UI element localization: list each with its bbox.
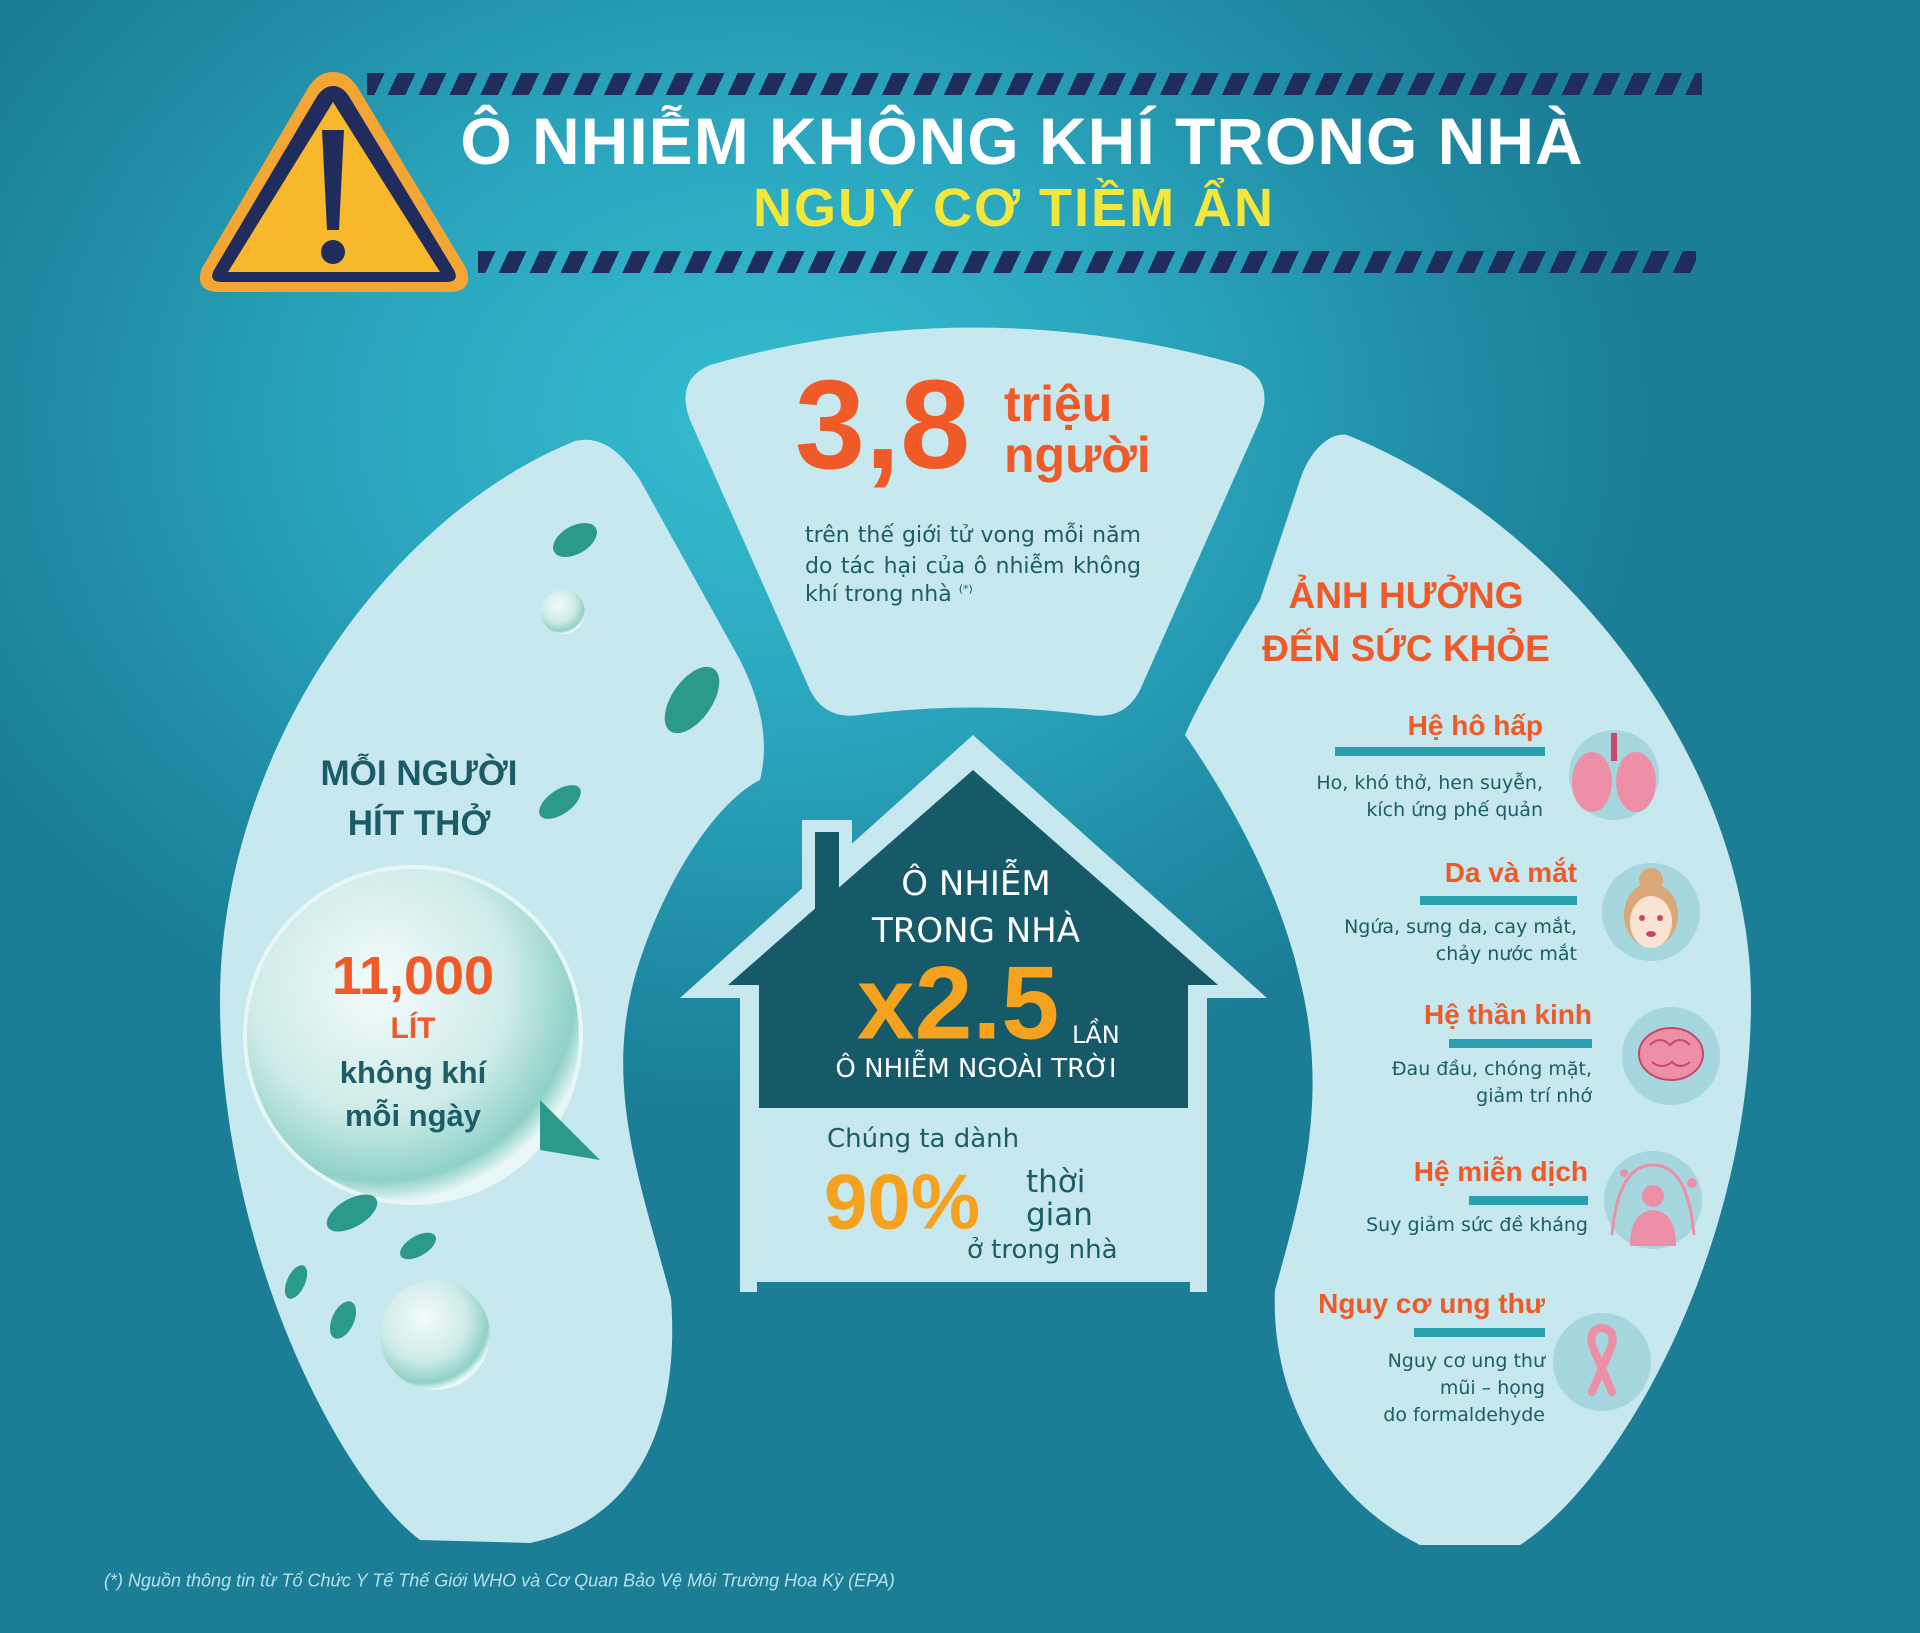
time-word1: thời	[1026, 1164, 1086, 1200]
divider-bar	[1449, 1039, 1592, 1048]
health-item-title: Hệ hô hấp	[1407, 710, 1543, 741]
footnote-mark: (*)	[958, 582, 973, 596]
description-line: mũi – họng	[1439, 1377, 1545, 1399]
breathing-amount: 11,000	[331, 946, 495, 1006]
divider-bar	[1420, 896, 1577, 905]
small-bubble	[541, 590, 585, 634]
health-item-title: Da và mắt	[1444, 857, 1577, 888]
warning-icon	[199, 72, 469, 292]
health-item-title: Hệ thần kinh	[1423, 999, 1592, 1030]
description-line: do tác hại của ô nhiễm không	[805, 554, 1141, 579]
health-item-title: Hệ miễn dịch	[1413, 1156, 1588, 1187]
house-line1: Ô NHIỄM	[901, 864, 1051, 904]
health-item-description: Nguy cơ ung thư mũi – họng do formaldehy…	[1383, 1348, 1545, 1429]
brain-icon	[1638, 1027, 1704, 1081]
cancer-ribbon-icon	[1587, 1323, 1617, 1396]
divider-bar	[1469, 1196, 1588, 1205]
leaf-icon	[284, 1265, 308, 1299]
large-bubble	[243, 865, 583, 1205]
deaths-description-last: khí trong nhà (*)	[805, 582, 973, 607]
health-item-title: Nguy cơ ung thư	[1318, 1288, 1545, 1319]
description-line: khí trong nhà	[805, 582, 952, 607]
description-line: Đau đầu, chóng mặt,	[1391, 1058, 1592, 1080]
leaf-icon	[329, 1301, 357, 1339]
house-multiplier-unit: LẦN	[1072, 1021, 1120, 1049]
description-line: chảy nước mắt	[1435, 943, 1577, 965]
leaf-decorations	[284, 522, 720, 1339]
small-bubble	[380, 1280, 490, 1390]
breathing-line1: không khí	[339, 1055, 487, 1090]
description-line: Ho, khó thở, hen suyễn,	[1316, 772, 1543, 794]
house-comparison: Ô NHIỄM NGOÀI TRỜI	[835, 1054, 1117, 1084]
divider-bar	[1414, 1328, 1545, 1337]
hazard-stripes-top	[367, 73, 1702, 95]
description-line: do formaldehyde	[1383, 1404, 1545, 1426]
irritated-face-icon	[1624, 868, 1678, 948]
leaf-icon	[326, 1194, 378, 1232]
breathing-heading-line1: MỖI NGƯỜI	[320, 754, 518, 793]
time-word2: gian	[1026, 1197, 1093, 1233]
description-line: Suy giảm sức đề kháng	[1366, 1214, 1588, 1236]
top-panel	[685, 327, 1265, 716]
health-item-description: Ho, khó thở, hen suyễn, kích ứng phế quả…	[1316, 770, 1543, 824]
house-multiplier: x2.5	[856, 945, 1060, 1062]
time-percent: 90%	[824, 1157, 981, 1246]
health-item-description: Đau đầu, chóng mặt, giảm trí nhớ	[1392, 1056, 1592, 1110]
breathing-unit: LÍT	[390, 1012, 436, 1045]
leaf-icon	[399, 1232, 437, 1260]
time-intro: Chúng ta dành	[827, 1124, 1020, 1154]
hazard-stripes-bottom	[478, 251, 1696, 273]
source-footnote: (*) Nguồn thông tin từ Tổ Chức Y Tế Thế …	[104, 1570, 895, 1591]
page-subtitle: NGUY CƠ TIỀM ẨN	[752, 178, 1276, 238]
divider-bar	[1335, 747, 1545, 756]
description-line: kích ứng phế quản	[1366, 799, 1543, 821]
description-line: trên thế giới tử vong mỗi năm	[805, 523, 1141, 548]
deaths-number: 3,8	[795, 354, 971, 495]
description-line: Ngứa, sưng da, cay mắt,	[1344, 916, 1577, 938]
time-outro: ở trong nhà	[967, 1235, 1118, 1265]
immune-shield-person-icon	[1610, 1163, 1697, 1246]
health-item-description: Suy giảm sức đề kháng	[1366, 1212, 1588, 1239]
breathing-heading-line2: HÍT THỞ	[347, 804, 491, 843]
deaths-description: trên thế giới tử vong mỗi năm do tác hại…	[805, 520, 1141, 582]
page-title: Ô NHIỄM KHÔNG KHÍ TRONG NHÀ	[460, 104, 1584, 178]
house-illustration	[680, 735, 1267, 1292]
description-line: Nguy cơ ung thư	[1387, 1350, 1545, 1372]
lungs-icon	[1572, 733, 1656, 812]
house-line2: TRONG NHÀ	[871, 911, 1081, 951]
breathing-line2: mỗi ngày	[344, 1098, 482, 1133]
health-heading-line2: ĐẾN SỨC KHỎE	[1262, 628, 1550, 669]
description-line: giảm trí nhớ	[1476, 1085, 1592, 1107]
right-panel	[1185, 434, 1751, 1546]
health-heading-line1: ẢNH HƯỞNG	[1288, 575, 1524, 616]
leaf-icon	[539, 785, 581, 819]
deaths-unit-line1: triệu	[1004, 376, 1113, 432]
leaf-icon	[553, 522, 597, 558]
leaf-icon	[664, 666, 720, 734]
health-item-description: Ngứa, sưng da, cay mắt, chảy nước mắt	[1344, 914, 1577, 968]
leaf-icon	[540, 1100, 600, 1160]
deaths-unit-line2: người	[1004, 427, 1151, 483]
